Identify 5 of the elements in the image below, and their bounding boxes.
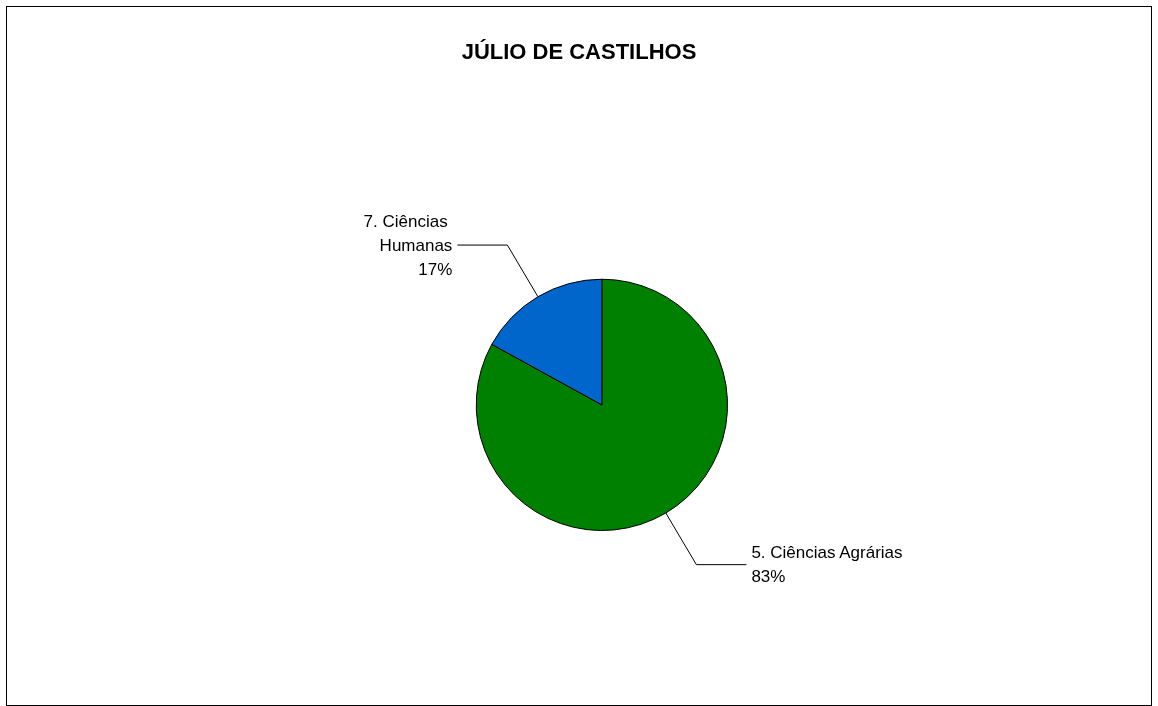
slice-label: 5. Ciências Agrárias [751,543,903,563]
chart-title: JÚLIO DE CASTILHOS [461,38,697,64]
slice-label: 7. Ciências Humanas [363,211,453,255]
data-label: 83% [751,567,786,587]
data-label: 17% [418,259,453,279]
